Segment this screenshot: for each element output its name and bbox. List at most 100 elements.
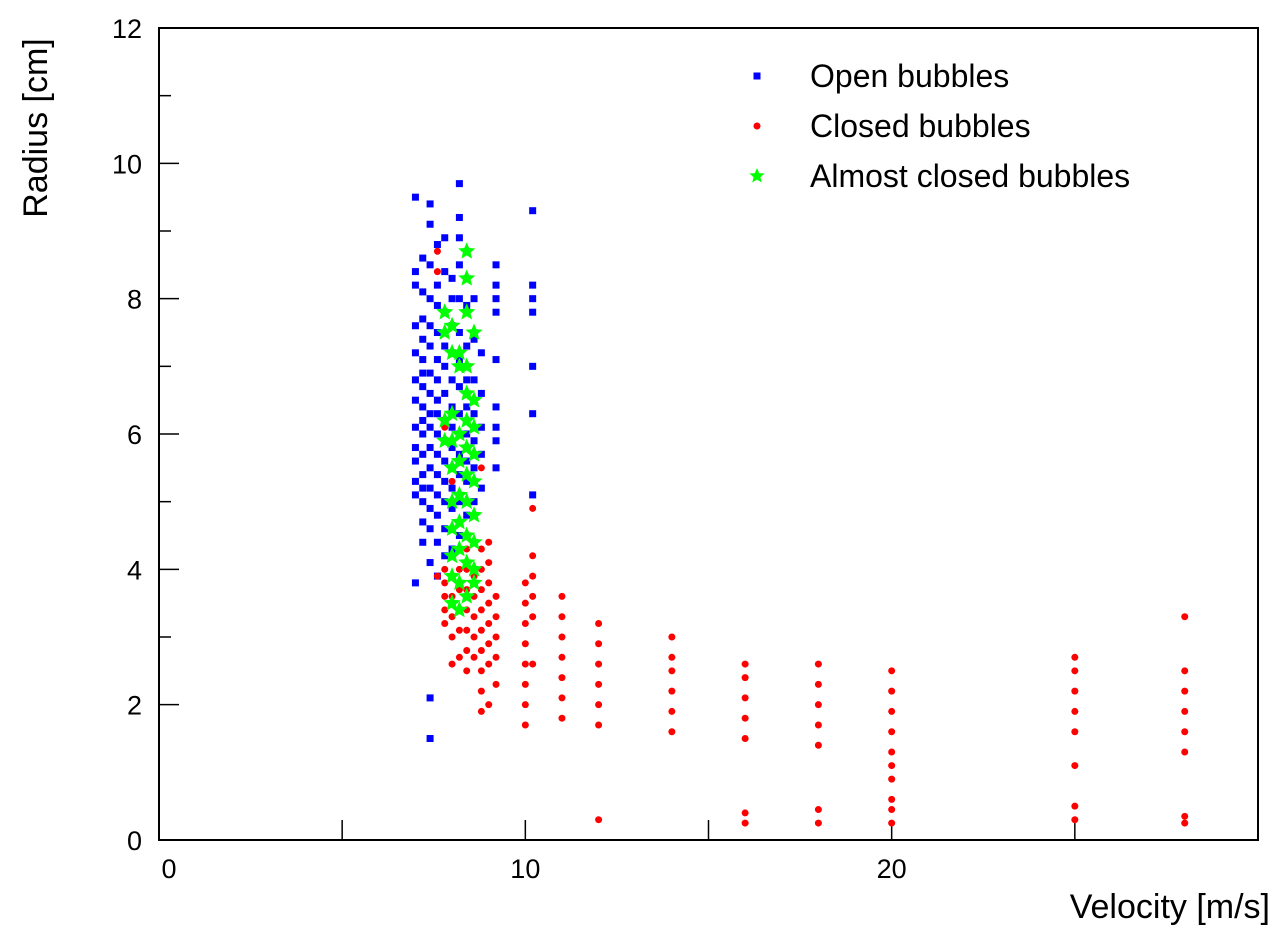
almost-closed-bubble-point xyxy=(458,587,476,604)
closed-bubble-point xyxy=(521,640,529,648)
open-bubble-point xyxy=(426,484,434,492)
open-bubble-point xyxy=(426,735,434,742)
open-bubble-point xyxy=(492,308,500,316)
open-bubble-point xyxy=(426,464,434,472)
almost-closed-bubble-point xyxy=(450,452,468,469)
open-bubble-point xyxy=(419,403,427,411)
open-bubble-point xyxy=(433,450,441,458)
closed-bubble-point xyxy=(477,687,485,695)
open-bubble-point xyxy=(433,538,441,546)
open-bubble-point xyxy=(426,369,434,377)
closed-bubble-point xyxy=(470,633,478,641)
closed-bubble-point xyxy=(595,680,603,688)
open-bubble-point xyxy=(529,362,537,370)
almost-closed-bubble-point xyxy=(458,303,476,320)
closed-bubble-point xyxy=(814,819,822,827)
open-bubble-point xyxy=(411,193,419,201)
open-bubble-point xyxy=(426,322,434,330)
closed-bubble-point xyxy=(1071,728,1079,736)
open-bubble-point xyxy=(411,579,419,587)
closed-bubble-point xyxy=(433,572,441,580)
closed-bubble-point xyxy=(463,667,471,675)
closed-bubble-point xyxy=(477,586,485,594)
open-bubble-point xyxy=(492,403,500,411)
open-bubble-point xyxy=(529,410,537,418)
closed-bubble-point xyxy=(1181,667,1189,675)
open-bubble-point xyxy=(426,410,434,418)
almost-closed-bubble-point xyxy=(443,458,461,476)
closed-bubble-point xyxy=(668,687,676,695)
closed-bubble-point xyxy=(814,741,822,749)
almost-closed-bubble-point xyxy=(458,492,476,509)
open-bubble-point xyxy=(411,423,419,431)
y-tick-label: 10 xyxy=(112,149,142,179)
closed-bubble-point xyxy=(888,762,896,770)
open-bubble-point xyxy=(492,437,500,445)
closed-bubble-point xyxy=(477,667,485,675)
open-bubble-point xyxy=(426,504,434,512)
open-bubble-point xyxy=(419,518,427,526)
open-bubble-point xyxy=(433,430,441,438)
almost-closed-bubble-point xyxy=(465,472,483,489)
open-bubble-point xyxy=(448,423,456,431)
open-bubble-point xyxy=(463,403,471,411)
closed-bubble-point xyxy=(558,592,566,600)
almost-closed-bubble-point xyxy=(443,546,461,564)
closed-bubble-point xyxy=(1181,812,1189,820)
closed-bubble-point xyxy=(485,640,493,648)
closed-bubble-point xyxy=(485,579,493,587)
closed-bubble-point xyxy=(448,660,456,668)
closed-bubble-point xyxy=(1181,748,1189,756)
open-bubble-point xyxy=(455,213,463,221)
almost-closed-bubble-point xyxy=(450,425,468,442)
open-bubble-point xyxy=(426,559,434,567)
closed-bubble-point xyxy=(558,633,566,641)
open-bubble-point xyxy=(426,423,434,431)
closed-bubble-point xyxy=(888,748,896,756)
open-bubble-point xyxy=(419,254,427,262)
x-tick-label: 0 xyxy=(161,854,176,884)
almost-closed-bubble-point xyxy=(443,567,461,584)
open-bubble-point xyxy=(455,383,463,391)
closed-bubble-point xyxy=(814,701,822,709)
closed-bubble-point xyxy=(1181,707,1189,715)
open-bubble-point xyxy=(433,396,441,404)
almost-closed-bubble-point xyxy=(465,573,483,591)
closed-bubble-point xyxy=(1181,728,1189,736)
closed-bubble-point xyxy=(441,579,449,587)
open-bubble-point xyxy=(455,410,463,418)
open-bubble-point xyxy=(463,376,471,384)
open-bubble-point xyxy=(492,356,500,364)
closed-bubble-point xyxy=(441,592,449,600)
almost-closed-bubble-point xyxy=(443,404,461,421)
legend: Open bubbles Closed bubbles Almost closed … xyxy=(749,58,1130,194)
closed-bubble-point xyxy=(448,633,456,641)
closed-bubble-point xyxy=(441,606,449,614)
open-bubble-point xyxy=(426,525,434,533)
closed-bubble-point xyxy=(558,653,566,661)
closed-bubble-point xyxy=(477,707,485,715)
open-bubble-point xyxy=(441,362,449,370)
x-tick-label: 20 xyxy=(877,854,907,884)
open-bubble-point xyxy=(448,274,456,282)
closed-bubble-point xyxy=(668,707,676,715)
open-bubble-point xyxy=(455,471,463,479)
closed-bubble-point xyxy=(741,660,749,668)
closed-bubble-point xyxy=(741,819,749,827)
closed-bubble-point xyxy=(1071,707,1079,715)
open-bubble-point xyxy=(433,376,441,384)
open-bubble-point xyxy=(441,457,449,465)
closed-bubble-point xyxy=(1071,762,1079,770)
almost-closed-bubble-point xyxy=(450,573,468,591)
x-tick-label: 10 xyxy=(510,854,540,884)
closed-bubble-point xyxy=(814,806,822,814)
open-bubble-point xyxy=(470,498,478,506)
open-bubble-point xyxy=(433,329,441,336)
open-bubble-point xyxy=(455,532,463,539)
closed-bubble-point xyxy=(477,647,485,655)
open-bubble-point xyxy=(433,491,441,499)
closed-bubble-point xyxy=(433,268,441,276)
open-bubble-point xyxy=(470,295,478,303)
almost-closed-bubble-point xyxy=(458,384,476,401)
open-bubble-point xyxy=(411,376,419,384)
